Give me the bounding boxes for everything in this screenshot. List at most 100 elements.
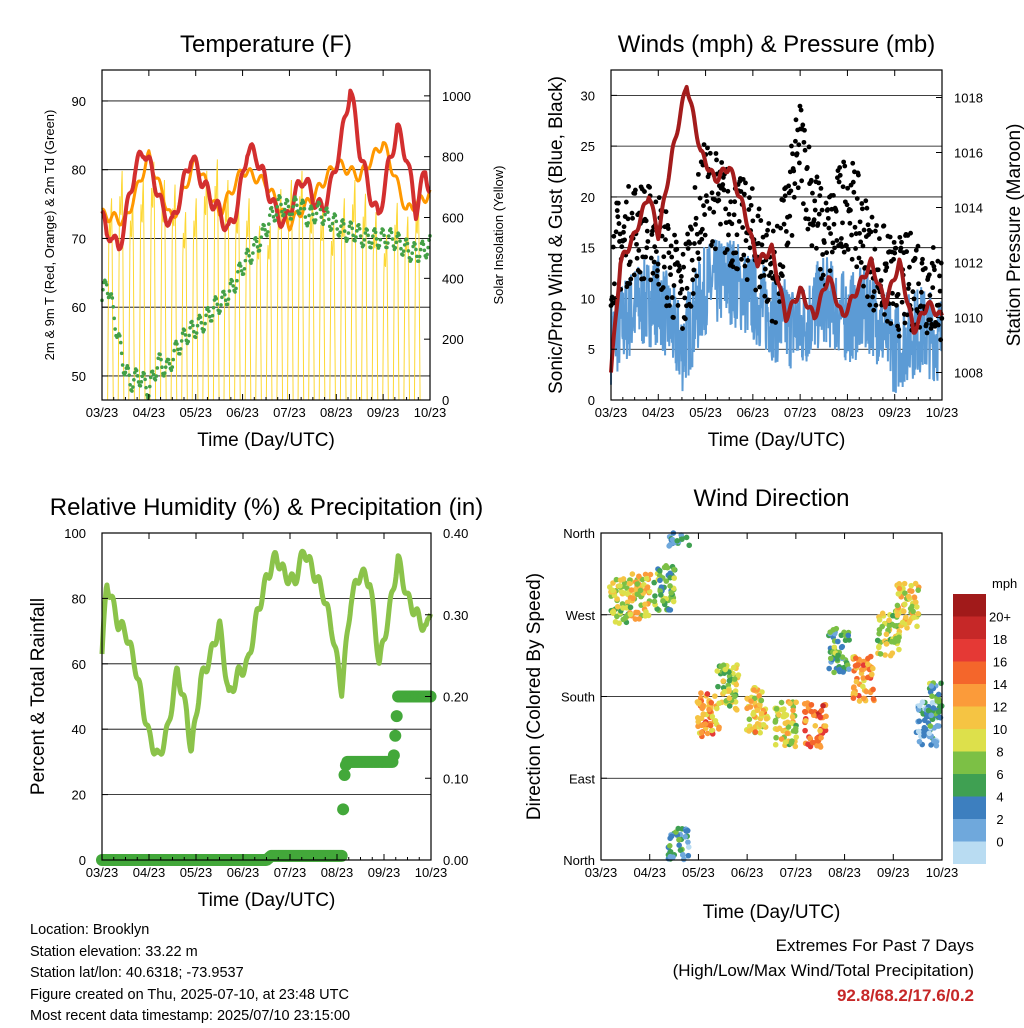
dewpoint-point — [267, 222, 271, 226]
direction-point — [666, 843, 673, 849]
gust-point — [669, 295, 675, 300]
gust-point — [653, 249, 659, 255]
y2-tick-label: 0.30 — [443, 608, 468, 623]
gust-point — [876, 236, 882, 242]
gust-point — [856, 255, 862, 261]
dewpoint-point — [198, 315, 203, 320]
y2-tick-label: 0.00 — [443, 853, 468, 868]
direction-point — [619, 601, 626, 607]
gust-point — [699, 226, 705, 232]
direction-point — [901, 601, 908, 608]
gust-point — [854, 196, 860, 201]
gust-point — [684, 285, 690, 291]
gust-point — [801, 139, 807, 145]
gust-point — [773, 320, 778, 325]
gust-point — [645, 239, 651, 244]
gust-point — [611, 233, 617, 239]
x-tick-label: 10/23 — [414, 405, 447, 420]
gust-point — [732, 199, 738, 205]
series-humidity — [99, 548, 433, 757]
dewpoint-point — [130, 389, 134, 393]
colorbar-label: 18 — [993, 632, 1007, 647]
series-2m-temp — [100, 88, 432, 252]
dewpoint-point — [286, 204, 291, 209]
direction-point — [876, 644, 882, 651]
x-tick-label: 10/23 — [926, 405, 959, 420]
direction-point — [852, 655, 859, 661]
gust-point — [830, 240, 836, 246]
chart-title: Wind Direction — [693, 485, 849, 512]
y-tick-label: 80 — [72, 591, 86, 606]
x-axis-label: Time (Day/UTC) — [198, 890, 336, 911]
gust-point — [644, 245, 650, 251]
y2-tick-label: 1000 — [442, 89, 471, 104]
y-tick-label: West — [566, 608, 596, 623]
gust-point — [793, 138, 798, 144]
y2-tick-label: 0 — [442, 393, 449, 408]
direction-point — [610, 587, 616, 594]
gust-point — [911, 296, 917, 302]
y2-tick-label: 400 — [442, 271, 464, 286]
direction-point — [732, 693, 738, 700]
gust-point — [859, 201, 865, 206]
gust-point — [840, 220, 845, 226]
gust-point — [785, 240, 791, 246]
gust-point — [713, 246, 718, 252]
gust-point — [915, 243, 921, 249]
gust-point — [891, 256, 896, 262]
direction-point — [835, 638, 841, 645]
gust-point — [849, 232, 854, 238]
gust-point — [837, 172, 843, 178]
direction-point — [757, 701, 763, 708]
direction-point — [860, 662, 867, 668]
series-pressure — [609, 84, 944, 373]
direction-point — [674, 537, 681, 544]
direction-point — [667, 542, 673, 548]
dewpoint-point — [110, 296, 115, 300]
direction-point — [936, 723, 942, 729]
direction-point — [671, 566, 677, 573]
direction-point — [910, 608, 916, 615]
direction-point — [637, 587, 644, 594]
gust-point — [806, 144, 812, 150]
direction-point — [677, 847, 684, 853]
direction-point — [925, 707, 932, 714]
dewpoint-point — [246, 248, 250, 253]
direction-point — [627, 611, 634, 618]
x-axis-label: Time (Day/UTC) — [703, 902, 841, 923]
gust-point — [850, 179, 856, 185]
dewpoint-point — [404, 237, 409, 242]
dewpoint-point — [335, 227, 340, 231]
gust-point — [699, 236, 705, 242]
gust-point — [791, 168, 797, 174]
gust-point — [851, 189, 857, 195]
direction-point — [933, 742, 940, 749]
gust-point — [806, 216, 811, 222]
dewpoint-point — [228, 281, 233, 286]
dewpoint-point — [406, 249, 411, 253]
solar-day — [191, 198, 199, 401]
colorbar-label: 10 — [993, 722, 1007, 737]
solar-day — [339, 198, 347, 401]
dewpoint-point — [322, 218, 326, 223]
gust-point — [883, 261, 889, 267]
direction-point — [759, 689, 765, 695]
direction-point — [758, 697, 765, 704]
dewpoint-point — [175, 342, 179, 346]
colorbar-swatch — [953, 706, 986, 729]
dewpoint-point — [365, 228, 370, 232]
gust-point — [647, 184, 652, 190]
direction-point — [654, 606, 660, 612]
direction-point — [668, 590, 674, 596]
gust-point — [731, 212, 737, 218]
gust-point — [814, 174, 820, 180]
dewpoint-point — [249, 261, 253, 265]
gust-point — [690, 277, 696, 283]
y2-tick-label: 600 — [442, 211, 464, 226]
gust-point — [688, 303, 694, 309]
gust-point — [695, 171, 701, 177]
gust-point — [765, 227, 771, 233]
gust-point — [841, 249, 847, 255]
gust-point — [745, 258, 751, 263]
precip-point — [389, 729, 402, 742]
